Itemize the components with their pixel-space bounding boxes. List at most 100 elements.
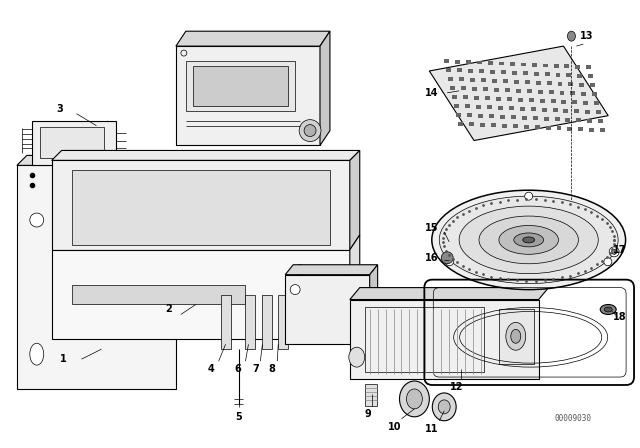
Bar bbox=[365, 384, 377, 406]
Bar bbox=[552, 108, 557, 112]
Bar bbox=[501, 70, 506, 74]
Bar bbox=[72, 284, 246, 305]
Bar bbox=[588, 74, 593, 78]
Polygon shape bbox=[17, 155, 186, 165]
Polygon shape bbox=[176, 46, 320, 146]
Bar bbox=[499, 61, 504, 65]
Bar bbox=[52, 280, 171, 310]
Ellipse shape bbox=[459, 206, 598, 274]
Polygon shape bbox=[52, 250, 350, 339]
Bar bbox=[554, 117, 559, 121]
Ellipse shape bbox=[304, 125, 316, 137]
Bar bbox=[572, 100, 577, 104]
Bar bbox=[527, 89, 532, 93]
Text: 8: 8 bbox=[269, 364, 276, 374]
Bar bbox=[540, 99, 545, 103]
Bar bbox=[278, 294, 288, 349]
Bar bbox=[554, 64, 559, 68]
Bar bbox=[545, 125, 550, 129]
Bar bbox=[496, 97, 501, 101]
Bar bbox=[521, 63, 525, 66]
Polygon shape bbox=[52, 151, 360, 160]
Polygon shape bbox=[176, 31, 330, 46]
Bar bbox=[487, 105, 492, 109]
Text: 5: 5 bbox=[235, 412, 242, 422]
Text: 12: 12 bbox=[451, 382, 464, 392]
Bar bbox=[575, 109, 579, 113]
Bar bbox=[485, 96, 490, 100]
Bar bbox=[491, 123, 496, 127]
Ellipse shape bbox=[30, 343, 44, 365]
Bar bbox=[509, 106, 514, 110]
Bar bbox=[532, 63, 537, 67]
Bar bbox=[474, 96, 479, 100]
Ellipse shape bbox=[349, 347, 365, 367]
Bar bbox=[458, 122, 463, 125]
Bar bbox=[577, 74, 582, 78]
Ellipse shape bbox=[568, 31, 575, 41]
Ellipse shape bbox=[511, 329, 521, 343]
Bar bbox=[461, 86, 466, 90]
Text: 13: 13 bbox=[580, 31, 593, 41]
Bar bbox=[494, 88, 499, 92]
Ellipse shape bbox=[604, 307, 612, 312]
Ellipse shape bbox=[514, 233, 543, 247]
Bar bbox=[502, 124, 507, 128]
Bar bbox=[579, 83, 584, 87]
Ellipse shape bbox=[432, 393, 456, 421]
Bar bbox=[522, 116, 527, 120]
Ellipse shape bbox=[30, 213, 44, 227]
Bar bbox=[559, 91, 564, 95]
Bar bbox=[531, 107, 536, 111]
Bar bbox=[492, 79, 497, 83]
Text: 15: 15 bbox=[424, 223, 438, 233]
Ellipse shape bbox=[399, 381, 429, 417]
Text: 3: 3 bbox=[56, 104, 63, 114]
Text: 16: 16 bbox=[424, 253, 438, 263]
Ellipse shape bbox=[295, 265, 305, 275]
Bar bbox=[510, 62, 515, 66]
Bar bbox=[452, 95, 457, 99]
Bar bbox=[32, 121, 116, 165]
Ellipse shape bbox=[612, 250, 617, 254]
Bar bbox=[532, 116, 538, 120]
Bar bbox=[511, 115, 516, 119]
Bar bbox=[513, 124, 518, 128]
Bar bbox=[566, 73, 572, 78]
Ellipse shape bbox=[506, 323, 525, 350]
Bar bbox=[541, 108, 547, 112]
Bar bbox=[588, 119, 592, 123]
Bar bbox=[550, 99, 556, 103]
Polygon shape bbox=[320, 31, 330, 146]
Bar bbox=[489, 114, 494, 118]
Bar bbox=[547, 82, 552, 86]
Ellipse shape bbox=[299, 120, 321, 142]
Bar bbox=[525, 80, 530, 84]
Text: 7: 7 bbox=[252, 364, 259, 374]
Bar bbox=[586, 65, 591, 69]
Bar bbox=[285, 275, 370, 344]
Bar bbox=[193, 66, 288, 106]
Bar bbox=[365, 307, 484, 372]
Bar bbox=[524, 125, 529, 129]
Bar bbox=[596, 110, 601, 114]
Bar bbox=[186, 61, 295, 111]
Bar bbox=[480, 123, 485, 127]
Ellipse shape bbox=[609, 247, 619, 257]
Text: 14: 14 bbox=[424, 88, 438, 98]
Bar bbox=[468, 69, 473, 73]
Bar bbox=[536, 81, 541, 85]
Bar bbox=[262, 294, 272, 349]
Bar bbox=[499, 310, 534, 364]
Polygon shape bbox=[350, 288, 548, 300]
Ellipse shape bbox=[604, 258, 612, 266]
Bar bbox=[579, 127, 583, 131]
Bar bbox=[586, 110, 590, 114]
Bar bbox=[463, 95, 468, 99]
Bar bbox=[557, 82, 563, 86]
Text: 11: 11 bbox=[424, 424, 438, 434]
Bar bbox=[564, 65, 570, 69]
Ellipse shape bbox=[499, 225, 559, 254]
Bar bbox=[465, 104, 470, 108]
Bar bbox=[505, 88, 510, 92]
